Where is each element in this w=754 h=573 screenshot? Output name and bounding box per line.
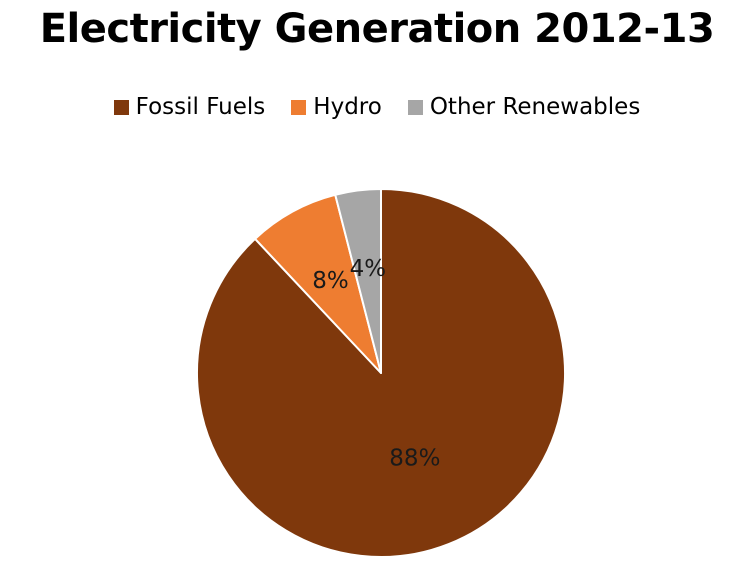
legend-label-fossil-fuels: Fossil Fuels <box>135 94 266 120</box>
legend-swatch-other-renewables <box>407 99 423 115</box>
data-label-hydro: 8% <box>312 268 349 294</box>
legend-label-hydro: Hydro <box>313 94 382 120</box>
legend-label-other-renewables: Other Renewables <box>429 94 641 120</box>
slice-labels: 88% 8% 4% <box>312 256 440 472</box>
chart-title: Electricity Generation 2012-13 <box>39 6 715 52</box>
legend-item-fossil-fuels: Fossil Fuels <box>113 92 266 122</box>
legend: Fossil Fuels Hydro Other Renewables <box>0 92 754 122</box>
data-label-other-renewables: 4% <box>350 256 387 282</box>
legend-swatch-hydro <box>291 99 307 115</box>
legend-item-other-renewables: Other Renewables <box>407 92 641 122</box>
pie-slices <box>196 188 566 558</box>
pie-slice-hydro <box>254 193 382 374</box>
pie-slice-other-renewables <box>334 188 382 374</box>
legend-swatch-fossil-fuels <box>113 99 129 115</box>
data-label-fossil-fuels: 88% <box>389 446 440 472</box>
legend-item-hydro: Hydro <box>291 92 382 122</box>
